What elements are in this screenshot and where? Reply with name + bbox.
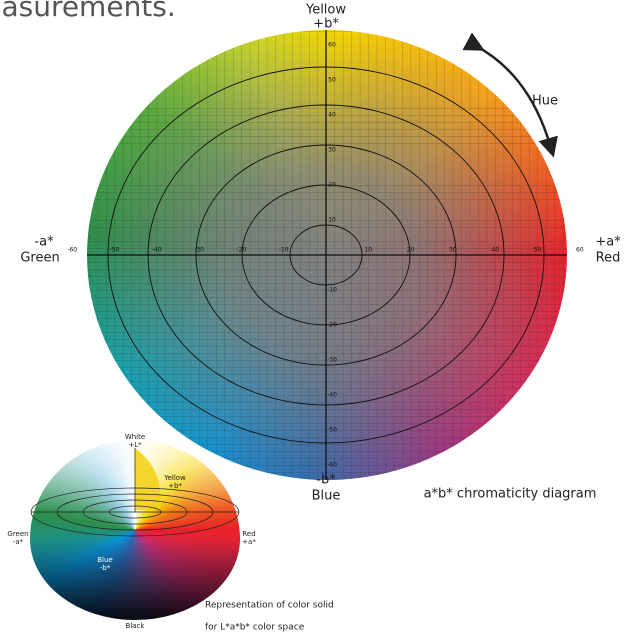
axis-name: Green: [20, 251, 59, 266]
yellow-wedge: [135, 448, 161, 510]
tick-label: -30: [327, 357, 337, 364]
header-title: easurements.: [0, 0, 176, 23]
hue-label: Hue: [532, 94, 558, 109]
tick-label: -10: [327, 287, 337, 294]
hue-arrow: [462, 32, 558, 158]
solid-label: Black: [126, 622, 146, 630]
tick-label: 50: [534, 247, 542, 254]
solid-label: +L*: [128, 441, 142, 449]
solid-caption: for L*a*b* color space: [205, 623, 305, 632]
solid-label: Yellow: [163, 474, 186, 482]
solid-label: White: [125, 433, 145, 441]
tick-label: 40: [491, 247, 499, 254]
axis-sign: -b*: [316, 473, 336, 488]
axis-sign: +a*: [595, 235, 621, 250]
solid-rings: [30, 487, 240, 537]
axis-name: Yellow: [305, 3, 346, 18]
solid-label: +b*: [168, 482, 182, 490]
solid-caption: Representation of color solid: [205, 601, 334, 611]
tick-label: 30: [328, 147, 336, 154]
solid-label: -a*: [13, 538, 24, 546]
tick-label: -20: [236, 247, 246, 254]
axis-name: Blue: [312, 489, 341, 504]
axis-name: Red: [596, 251, 621, 266]
tick-label: -20: [327, 322, 337, 329]
tick-label: -40: [327, 392, 337, 399]
solid-label: Red: [242, 530, 255, 538]
solid-label: -b*: [100, 564, 111, 572]
tick-label: -50: [327, 427, 337, 434]
tick-label: 20: [328, 182, 336, 189]
tick-label: -10: [279, 247, 289, 254]
tick-label: 50: [328, 77, 336, 84]
tick-label: 60: [576, 247, 584, 254]
tick-label: -30: [194, 247, 204, 254]
tick-label: -40: [152, 247, 162, 254]
tick-label: -50: [110, 247, 120, 254]
axis-sign: -a*: [34, 235, 54, 250]
solid-label: +a*: [242, 538, 256, 546]
solid-label: Blue: [97, 556, 113, 564]
caption: a*b* chromaticity diagram: [424, 487, 597, 502]
tick-label: -60: [327, 462, 337, 469]
tick-label: 60: [328, 42, 336, 49]
tick-label: 30: [449, 247, 457, 254]
tick-label: 20: [407, 247, 415, 254]
tick-label: -60: [67, 247, 77, 254]
tick-label: 10: [328, 217, 336, 224]
solid-label: Green: [7, 530, 28, 538]
tick-label: 10: [364, 247, 372, 254]
axis-sign: +b*: [313, 17, 339, 32]
tick-label: 40: [328, 112, 336, 119]
